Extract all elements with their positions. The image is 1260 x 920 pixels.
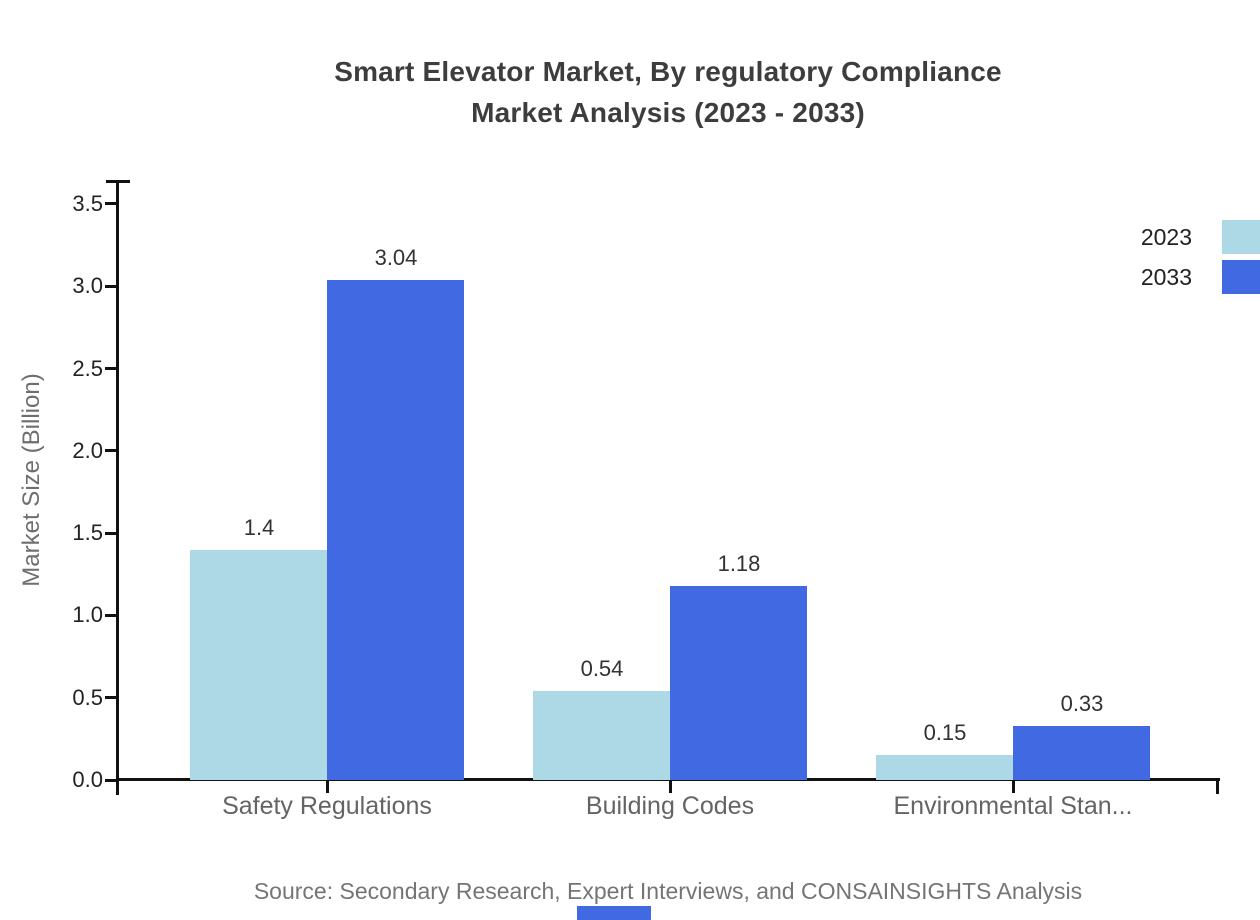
y-tick: [105, 202, 118, 205]
legend-item-2023: 2023: [1141, 220, 1260, 254]
y-tick-label: 1.5: [72, 520, 103, 545]
y-tick: [105, 532, 118, 535]
y-tick: [105, 696, 118, 699]
legend-item-2033: 2033: [1141, 260, 1260, 294]
bar-value-label: 3.04: [374, 245, 418, 270]
y-tick-label: 0.5: [72, 685, 103, 710]
brand-mark: [577, 906, 651, 920]
legend-label-2033: 2033: [1140, 263, 1192, 290]
y-tick-label: 3.0: [72, 273, 103, 298]
y-tick-label: 1.0: [72, 602, 103, 627]
y-tick: [105, 285, 118, 288]
legend-swatch-2023-icon: [1222, 220, 1260, 254]
y-tick: [105, 449, 118, 452]
y-tick-label: 2.5: [72, 356, 103, 381]
y-tick-label: 2.0: [72, 438, 103, 463]
x-tick: [326, 781, 329, 793]
bar-2033-0: [327, 280, 464, 780]
y-axis-top-cap: [106, 180, 130, 183]
bar-value-label: 1.18: [717, 551, 761, 576]
y-tick: [105, 367, 118, 370]
legend: 2023 2033: [1141, 220, 1260, 300]
bar-2023-2: [876, 755, 1013, 780]
y-axis-line: [116, 180, 119, 795]
bar-2033-1: [670, 586, 807, 780]
x-axis-end-cap: [1216, 778, 1219, 794]
category-label-1: Building Codes: [585, 792, 755, 820]
bar-2033-2: [1013, 726, 1150, 780]
y-tick-label: 3.5: [72, 191, 103, 216]
y-tick: [105, 614, 118, 617]
x-tick: [669, 781, 672, 793]
category-label-2: Environmental Stan...: [893, 792, 1133, 820]
bar-2023-1: [533, 691, 670, 780]
bar-value-label: 0.33: [1060, 691, 1104, 716]
bar-value-label: 0.54: [580, 656, 624, 681]
bar-value-label: 1.4: [243, 515, 275, 540]
bar-value-label: 0.15: [923, 720, 967, 745]
chart-title: Smart Elevator Market, By regulatory Com…: [118, 51, 1218, 133]
bar-2023-0: [190, 550, 327, 780]
source-note: Source: Secondary Research, Expert Inter…: [253, 878, 1083, 904]
y-tick: [105, 779, 118, 782]
x-tick: [1012, 781, 1015, 793]
legend-label-2023: 2023: [1140, 223, 1192, 250]
legend-swatch-2033-icon: [1222, 260, 1260, 294]
chart-title-line-2: Market Analysis (2023 - 2033): [471, 97, 865, 128]
chart-title-line-1: Smart Elevator Market, By regulatory Com…: [334, 56, 1002, 87]
y-tick-label: 0.0: [72, 767, 103, 792]
category-label-0: Safety Regulations: [222, 792, 432, 820]
